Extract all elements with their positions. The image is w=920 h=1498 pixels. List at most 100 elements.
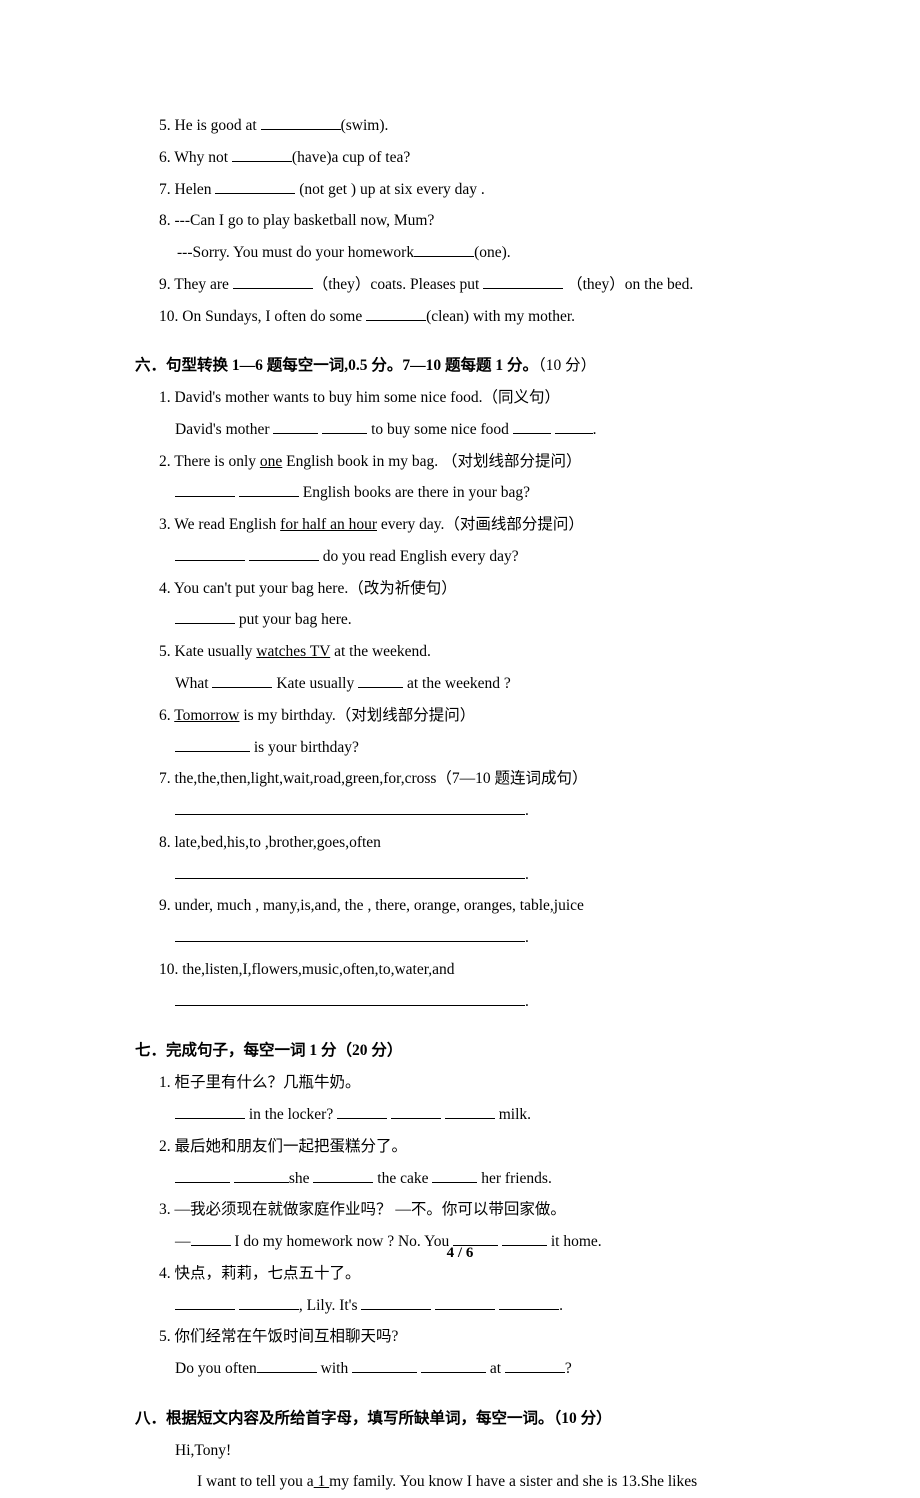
q6-num: 6. [159,149,171,166]
s6-q3a: 3. We read English for half an hour ever… [135,509,785,541]
s7-q5a: 5. 你们经常在午饭时间互相聊天吗? [135,1321,785,1353]
fill-blank [175,991,525,1006]
fill-blank [234,1168,289,1183]
s7-q5b-pre: Do you often [175,1360,257,1377]
fill-blank [358,673,403,688]
q10-pre: On Sundays, I often do some [178,308,366,325]
q7-pre: Helen [171,181,216,198]
s8-para-u: 1 [314,1473,330,1490]
s7-q5b-mid2: at [486,1360,505,1377]
section8-title-text: 八．根据短文内容及所给首字母，填写所缺单词，每空一词。（10 分） [135,1410,612,1427]
s6-q4a: 4. You can't put your bag here.（改为祈使句） [135,573,785,605]
fill-blank [313,1168,373,1183]
fill-blank [555,419,593,434]
fill-blank [175,546,245,561]
section6-title-score: （10 分） [538,357,596,374]
s6-q2b: English books are there in your bag? [135,477,785,509]
s6-q8a: 8. late,bed,his,to ,brother,goes,often [135,827,785,859]
s7-q4a: 4. 快点，莉莉，七点五十了。 [135,1258,785,1290]
fill-blank [502,1231,547,1246]
s6-q6b-post: is your birthday? [250,739,359,756]
s6-q5b: What Kate usually at the weekend ? [135,668,785,700]
fill-blank [175,482,235,497]
fill-blank [273,419,318,434]
fill-blank [257,1358,317,1373]
s6-q6a-post: is my birthday.（对划线部分提问） [239,707,475,724]
section5-item-5: 5. He is good at (swim). [135,110,785,142]
q5-post: (swim). [341,117,389,134]
s6-q3b: do you read English every day? [135,541,785,573]
fill-blank [175,927,525,942]
section7-title: 七．完成句子，每空一词 1 分（20 分） [135,1035,785,1067]
q9-post: （they）on the bed. [563,276,693,293]
s7-q1b-mid1: in the locker? [245,1106,337,1123]
fill-blank [421,1358,486,1373]
fill-blank [513,419,551,434]
s6-q2a-u: one [260,453,282,470]
s6-q7a: 7. the,the,then,light,wait,road,green,fo… [135,763,785,795]
s6-q6b: is your birthday? [135,732,785,764]
s6-q5a-pre: 5. Kate usually [159,643,256,660]
fill-blank [414,242,474,257]
q10-num: 10. [159,308,178,325]
s6-q5a-u: watches TV [256,643,330,660]
s6-q10b: . [135,986,785,1018]
section6-title: 六．句型转换 1—6 题每空一词,0.5 分。7—10 题每题 1 分。（10 … [135,350,785,382]
q7-num: 7. [159,181,171,198]
q7-post: (not get ) up at six every day . [295,181,484,198]
s6-q7b: . [135,795,785,827]
fill-blank [233,274,313,289]
s6-q1b-post: . [593,421,597,438]
s8-greeting: Hi,Tony! [135,1435,785,1467]
page-content: 5. He is good at (swim). 6. Why not (hav… [135,110,785,1498]
s6-q4b: put your bag here. [135,604,785,636]
s6-q6a: 6. Tomorrow is my birthday.（对划线部分提问） [135,700,785,732]
s7-q4b-post: . [559,1297,563,1314]
s6-q1a: 1. David's mother wants to buy him some … [135,382,785,414]
s7-q5b-mid1: with [317,1360,352,1377]
section5-item-10: 10. On Sundays, I often do some (clean) … [135,301,785,333]
fill-blank [175,864,525,879]
s7-q1a: 1. 柜子里有什么？几瓶牛奶。 [135,1067,785,1099]
s7-q4b: , Lily. It's . [135,1290,785,1322]
s6-q1b-pre: David's mother [175,421,273,438]
fill-blank [175,1295,235,1310]
fill-blank [175,1104,245,1119]
s6-q5a-post: at the weekend. [330,643,431,660]
fill-blank [391,1104,441,1119]
fill-blank [212,673,272,688]
fill-blank [239,482,299,497]
section6-title-pre: 六．句型转换 1—6 题每空一词,0.5 分。7—10 题每题 1 分。 [135,357,538,374]
section5-item-9: 9. They are （they）coats. Pleases put （th… [135,269,785,301]
fill-blank [175,800,525,815]
s6-q1b-mid: to buy some nice food [367,421,513,438]
s6-q6a-u: Tomorrow [174,707,239,724]
s7-q3a: 3. —我必须现在就做家庭作业吗？ —不。你可以带回家做。 [135,1194,785,1226]
q9-mid: （they）coats. Pleases put [313,276,483,293]
page-number: 4 / 6 [0,1245,920,1262]
fill-blank [505,1358,565,1373]
s6-q2a-post: English book in my bag. （对划线部分提问） [282,453,581,470]
s6-q3b-post: do you read English every day? [319,548,519,565]
q5-num: 5. [159,117,171,134]
s6-q2b-post: English books are there in your bag? [299,484,530,501]
q9-num: 9. [159,276,171,293]
q10-post: (clean) with my mother. [426,308,575,325]
s6-q5b-pre: What [175,675,212,692]
s7-q2b-mid1: she [289,1170,314,1187]
document-page: 5. He is good at (swim). 6. Why not (hav… [0,0,920,1302]
fill-blank [249,546,319,561]
s6-q3a-u: for half an hour [280,516,377,533]
s6-q1b: David's mother to buy some nice food . [135,414,785,446]
q8-line1: ---Can I go to play basketball now, Mum? [171,212,435,229]
section5-item-6: 6. Why not (have)a cup of tea? [135,142,785,174]
section8-title: 八．根据短文内容及所给首字母，填写所缺单词，每空一词。（10 分） [135,1403,785,1435]
s7-q2b: she the cake her friends. [135,1163,785,1195]
q6-pre: Why not [171,149,232,166]
fill-blank [175,1168,230,1183]
s7-q1b-post: milk. [495,1106,531,1123]
s8-para-pre: I want to tell you a [197,1473,314,1490]
fill-blank [175,737,250,752]
fill-blank [215,179,295,194]
s6-q3a-pre: 3. We read English [159,516,280,533]
